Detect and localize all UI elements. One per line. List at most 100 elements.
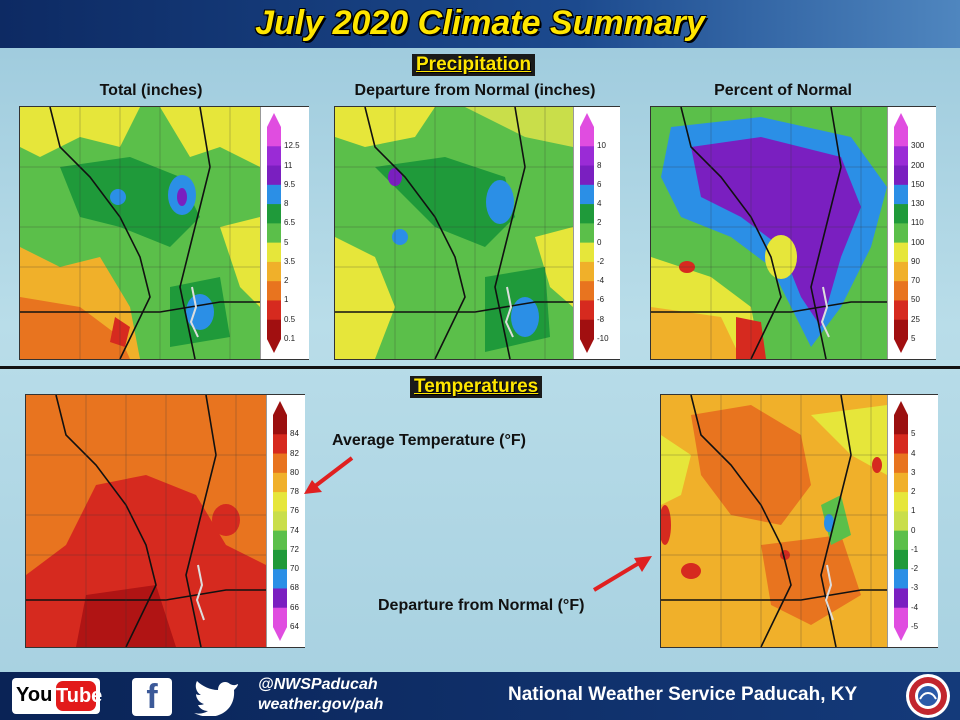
legend-swatch [894,146,908,167]
legend-swatch [273,607,287,628]
legend-swatch [894,453,908,474]
legend-bar-temperature-departure [894,401,908,641]
legend-tick-label: -4 [911,602,919,612]
legend-tick-label: 82 [290,448,299,458]
legend-tick-label: 64 [290,622,299,631]
legend-tick-label: 90 [911,256,920,266]
legend-swatch [580,261,594,282]
title-bar [0,0,960,48]
legend-tick-label: 100 [911,237,925,247]
legend-swatch [894,569,908,589]
legend-tick-label: 1 [911,506,916,516]
legend-tick-label: 200 [911,160,925,170]
legend-swatch [580,184,594,205]
legend-swatch [267,165,281,186]
legend-tick-label: 4 [597,199,602,209]
legend-tick-label: 3.5 [284,256,296,266]
twitter-icon[interactable] [192,678,242,716]
legend-tick-label: 5 [911,429,916,439]
legend-swatch [894,242,908,263]
legend-tick-label: 1 [284,295,289,305]
legend-arrow-top [273,401,287,415]
caption-percent: Percent of Normal [714,82,852,99]
legend-swatch [267,146,281,167]
legend-swatch [894,223,908,244]
legend-tick-label: 300 [911,141,925,151]
arrow-icon [592,556,652,592]
legend-swatch [894,549,908,570]
legend-swatch [894,434,908,455]
map-temperature-departure-image [661,395,887,647]
youtube-icon[interactable]: You Tube [12,678,102,714]
legend-swatch [273,530,287,551]
legend-swatch [894,261,908,282]
legend-tick-label: -4 [597,276,605,286]
legend-swatch [580,242,594,263]
legend-arrow-top [894,401,908,415]
annotation-average-temperature: Average Temperature (°F) [332,432,527,449]
legend-swatch [894,184,908,205]
legend-swatch [894,511,908,532]
legend-tick-label: -2 [911,564,919,574]
legend-swatch [273,453,287,474]
twitter-handle[interactable]: @NWSPaducah [258,676,378,693]
map-departure-precip: 10 8 6 4 2 0 -2 -4 -6 -8 -10 [334,106,620,360]
legend-swatch [273,588,287,609]
website-link[interactable]: weather.gov/pah [258,696,384,713]
legend-tick-label: 11 [284,160,293,170]
legend-tick-label: 50 [911,295,920,305]
legend-tick-label: 4 [911,448,916,458]
legend-swatch [894,530,908,551]
legend-swatch [267,184,281,205]
legend-temperature-departure: 5 4 3 2 1 0 -1 -2 -3 -4 -5 [887,395,938,647]
legend-arrow-top [580,113,594,127]
legend-swatch [273,549,287,570]
legend-arrow-bottom [273,627,287,641]
legend-tick-label: 8 [597,160,602,170]
legend-swatch [273,569,287,589]
legend-tick-label: 130 [911,199,925,209]
map-percent-normal: 300 200 150 130 110 100 90 70 50 25 5 [650,106,936,360]
legend-swatch [580,319,594,340]
legend-swatch [273,415,287,435]
section-divider [0,366,960,369]
legend-tick-label: 5 [284,237,289,247]
legend-swatch [894,300,908,321]
legend-tick-label: 12.5 [284,141,300,151]
facebook-icon[interactable]: f [132,678,172,716]
legend-swatch [273,434,287,455]
legend-tick-label: -8 [597,314,605,324]
section-temperatures: Temperatures [410,376,543,398]
legend-tick-label: 6.5 [284,218,296,228]
caption-total: Total (inches) [99,82,203,99]
legend-total: 12.5 11 9.5 8 6.5 5 3.5 2 1 0.5 0.1 [260,107,309,359]
map-total-precip-image [20,107,260,359]
legend-tick-label: 10 [597,141,606,151]
legend-arrow-top [894,113,908,127]
legend-arrow-bottom [894,627,908,641]
map-departure-precip-image [335,107,573,359]
youtube-text-right: Tube [56,681,102,711]
legend-swatch [894,415,908,435]
legend-tick-label: 76 [290,506,299,516]
legend-tick-label: 2 [911,487,916,497]
legend-bar-percent [894,113,908,353]
arrow-icon [304,456,354,494]
map-percent-normal-image [651,107,887,359]
legend-swatch [580,204,594,224]
legend-swatch [894,165,908,186]
legend-arrow-bottom [267,339,281,353]
legend-tick-label: 0 [597,237,602,247]
facebook-glyph: f [146,678,158,716]
legend-tick-label: 68 [290,583,299,593]
legend-arrow-top [267,113,281,127]
legend-tick-label: -1 [911,544,919,554]
legend-swatch [580,146,594,167]
legend-swatch [894,319,908,340]
legend-tick-label: -6 [597,295,605,305]
legend-bar-total [267,113,281,353]
legend-swatch [894,472,908,493]
legend-swatch [273,492,287,512]
legend-tick-label: -10 [597,334,609,343]
legend-swatch [273,472,287,493]
